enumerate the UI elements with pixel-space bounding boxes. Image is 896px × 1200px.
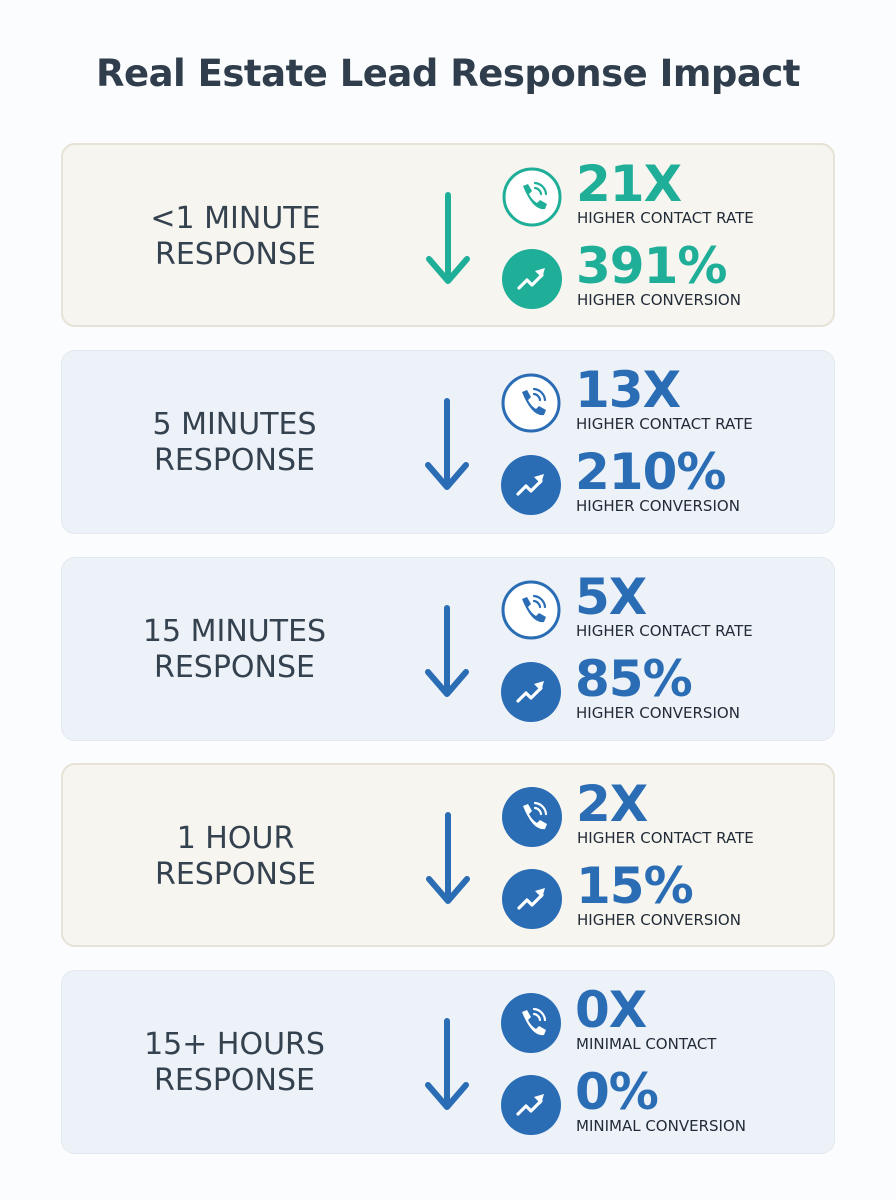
label-line: 1 HOUR — [176, 821, 295, 857]
row-card: 5 MINUTES RESPONSE 13X HIGHER CONTACT RATE 2… — [61, 349, 835, 534]
trend-icon — [500, 454, 562, 520]
phone-icon — [500, 372, 562, 438]
label-line: RESPONSE — [154, 1063, 315, 1099]
stat-value: 13X — [575, 360, 681, 419]
stat-caption: MINIMAL CONTACT — [576, 1035, 717, 1054]
down-arrow — [423, 811, 473, 911]
row-card: 15+ HOURS RESPONSE 0X MINIMAL CONTACT 0% MINI… — [61, 970, 835, 1155]
stat-caption: MINIMAL CONVERSION — [576, 1117, 746, 1136]
response-label: 15+ HOURS RESPONSE — [102, 1027, 367, 1099]
label-line: RESPONSE — [154, 442, 315, 478]
stat-caption: HIGHER CONVERSION — [576, 496, 740, 515]
stat-value: 5X — [575, 567, 647, 626]
stat-value: 85% — [575, 649, 693, 708]
stat-caption: HIGHER CONTACT RATE — [576, 621, 753, 640]
stat-value: 210% — [575, 442, 726, 501]
label-line: RESPONSE — [154, 649, 315, 685]
stat-caption: HIGHER CONVERSION — [577, 291, 741, 309]
stat-caption: HIGHER CONVERSION — [577, 911, 741, 930]
stat-value: 21X — [576, 155, 682, 213]
down-arrow — [422, 1017, 472, 1117]
response-label: <1 MINUTE RESPONSE — [103, 201, 368, 273]
stat-caption: HIGHER CONTACT RATE — [576, 414, 753, 433]
stat-value: 2X — [576, 775, 648, 834]
label-line: <1 MINUTE — [150, 201, 321, 236]
response-label: 15 MINUTES RESPONSE — [102, 614, 367, 686]
down-arrow — [422, 604, 472, 704]
label-line: 5 MINUTES — [152, 406, 317, 442]
stat-caption: HIGHER CONVERSION — [576, 703, 740, 722]
phone-icon — [500, 992, 562, 1058]
label-line: RESPONSE — [155, 237, 316, 272]
stat-value: 15% — [576, 857, 694, 916]
response-label: 5 MINUTES RESPONSE — [102, 407, 367, 479]
stat-caption: HIGHER CONTACT RATE — [577, 209, 754, 227]
row-card: <1 MINUTE RESPONSE 21X HIGHER CONTACT RATE 3… — [61, 143, 835, 327]
stat-caption: HIGHER CONTACT RATE — [577, 829, 754, 848]
stat-value: 391% — [576, 237, 727, 295]
down-arrow — [423, 191, 473, 291]
phone-icon — [501, 166, 563, 232]
row-card: 15 MINUTES RESPONSE 5X HIGHER CONTACT RATE 8… — [61, 556, 835, 741]
response-label: 1 HOUR RESPONSE — [103, 821, 368, 893]
trend-icon — [500, 1074, 562, 1140]
row-card: 1 HOUR RESPONSE 2X HIGHER CONTACT RATE 15% HI… — [61, 763, 835, 948]
title: Real Estate Lead Response Impact — [96, 52, 800, 95]
trend-icon — [501, 868, 563, 934]
down-arrow — [422, 397, 472, 497]
phone-icon — [500, 579, 562, 645]
stat-value: 0% — [575, 1063, 659, 1122]
label-line: RESPONSE — [155, 857, 316, 893]
trend-icon — [500, 661, 562, 727]
trend-icon — [501, 248, 563, 314]
phone-icon — [501, 786, 563, 852]
label-line: 15 MINUTES — [142, 613, 327, 649]
label-line: 15+ HOURS — [144, 1027, 325, 1063]
stat-value: 0X — [575, 981, 647, 1040]
